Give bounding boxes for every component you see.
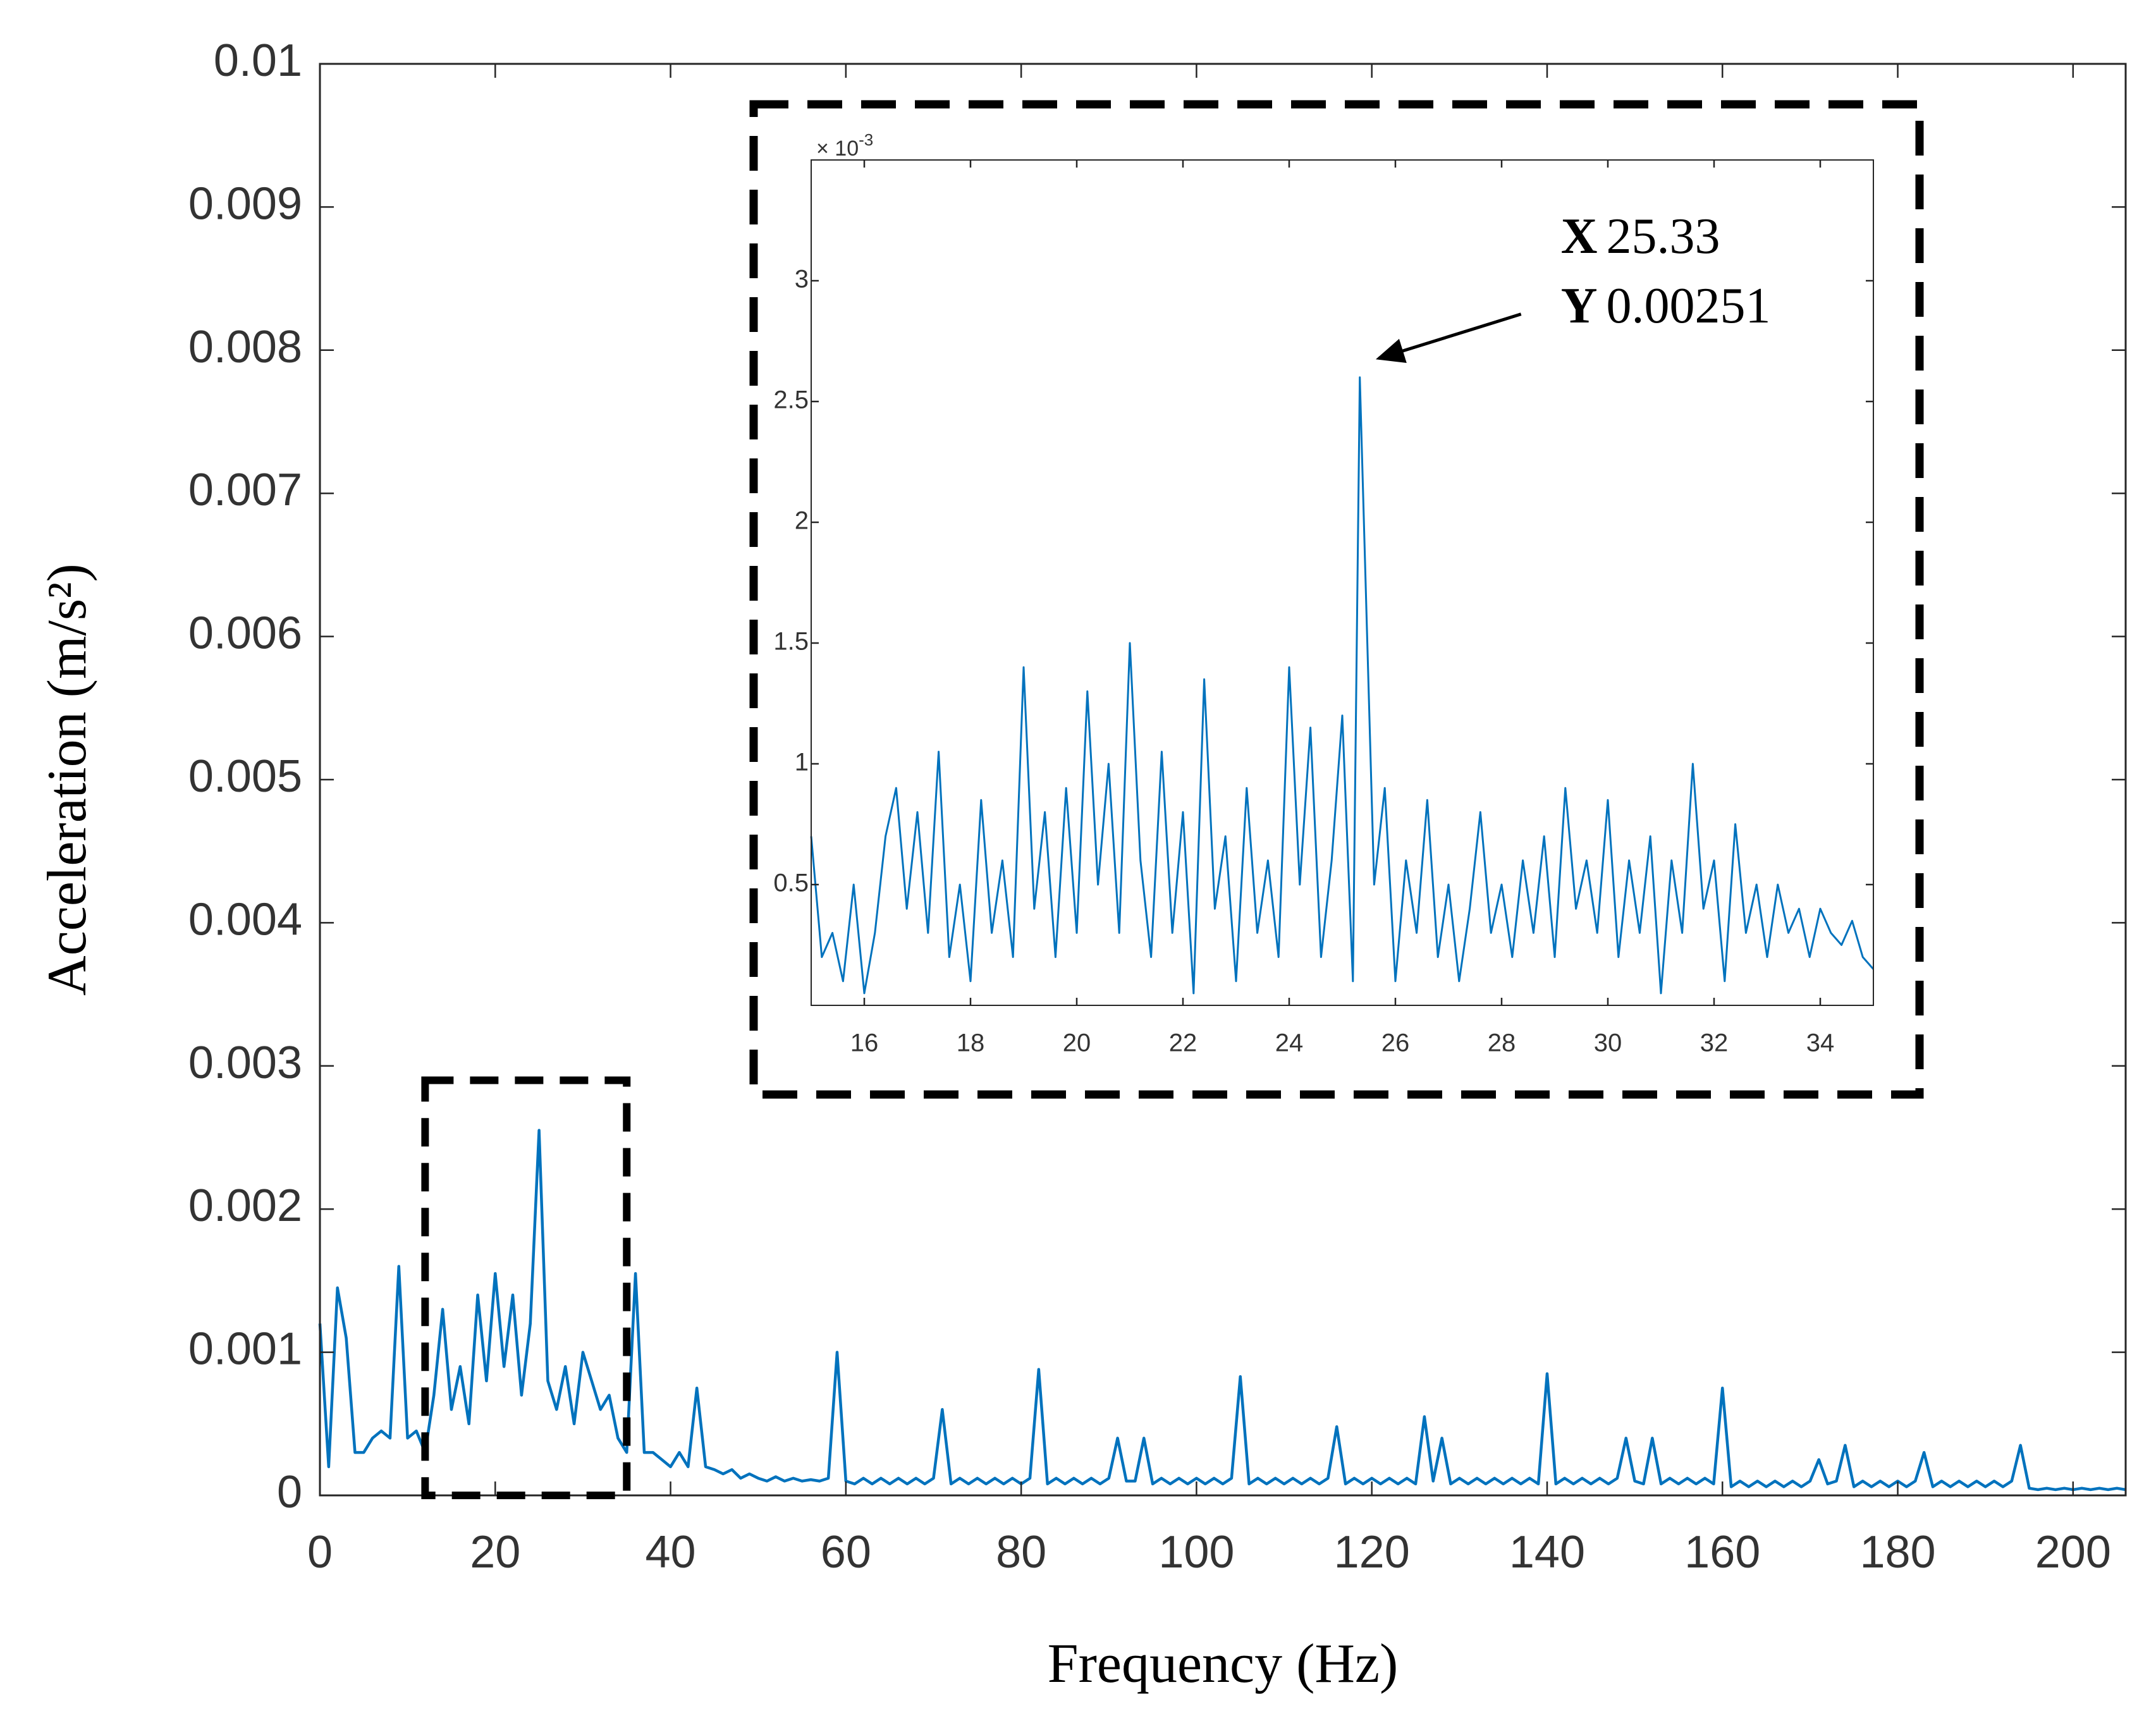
- y-multiplier: × 10-3: [816, 130, 873, 161]
- y-tick-label: 2: [795, 507, 809, 535]
- y-tick-label: 0.001: [188, 1324, 302, 1375]
- spectrum-line: [318, 1129, 2126, 1492]
- x-tick-label: 100: [1158, 1527, 1234, 1578]
- y-tick-label: 0.003: [188, 1038, 302, 1088]
- x-tick-label: 180: [1859, 1527, 1935, 1578]
- annotation-y-label: Y: [1561, 278, 1598, 334]
- y-tick-label: 0.006: [188, 608, 302, 659]
- x-tick-label: 28: [1488, 1029, 1516, 1057]
- y-tick-label: 0.004: [188, 894, 302, 945]
- multiplier-exponent: -3: [859, 130, 873, 149]
- x-tick-label: 80: [996, 1527, 1046, 1578]
- x-tick-label: 0: [307, 1527, 333, 1578]
- x-tick-label: 20: [1063, 1029, 1091, 1057]
- y-tick-label: 0.002: [188, 1181, 302, 1231]
- annotation-arrow: [1375, 312, 1522, 364]
- annotation-y: Y 0.00251: [1561, 278, 1771, 334]
- x-tick-label: 34: [1806, 1029, 1835, 1057]
- x-axis-label: Frequency (Hz): [1048, 1633, 1399, 1695]
- x-tick-label: 120: [1334, 1527, 1410, 1578]
- x-tick-label: 140: [1509, 1527, 1585, 1578]
- y-tick-label: 0.009: [188, 178, 302, 229]
- x-tick-label: 22: [1169, 1029, 1197, 1057]
- y-tick-label: 0.005: [188, 751, 302, 802]
- x-tick-label: 18: [957, 1029, 985, 1057]
- annotation-y-value: 0.00251: [1607, 278, 1771, 334]
- y-tick-label: 0.007: [188, 465, 302, 515]
- y-tick-label: 0.008: [188, 322, 302, 372]
- x-tick-label: 32: [1700, 1029, 1729, 1057]
- plot-area: [811, 160, 1873, 1005]
- spectrum-line: [810, 376, 1875, 995]
- x-tick-label: 200: [2035, 1527, 2111, 1578]
- y-tick-label: 0.01: [214, 35, 302, 86]
- y-tick-label: 2.5: [773, 386, 809, 414]
- y-tick-label: 0: [277, 1467, 302, 1518]
- x-tick-label: 24: [1275, 1029, 1304, 1057]
- y-tick-label: 1: [795, 749, 809, 776]
- annotation-x: X 25.33: [1561, 209, 1720, 264]
- annotation-x-value: 25.33: [1607, 209, 1720, 264]
- x-tick-label: 40: [646, 1527, 696, 1578]
- y-tick-label: 1.5: [773, 628, 809, 656]
- zoom-box: [421, 1076, 631, 1499]
- annotation-x-label: X: [1561, 209, 1598, 264]
- axes-box: [811, 159, 1874, 1006]
- y-tick-label: 3: [795, 266, 809, 293]
- x-tick-label: 160: [1684, 1527, 1760, 1578]
- x-tick-label: 30: [1594, 1029, 1622, 1057]
- y-axis-label: Acceleration (m/s²): [37, 563, 98, 996]
- x-tick-label: 20: [470, 1527, 520, 1578]
- x-tick-label: 60: [821, 1527, 871, 1578]
- x-tick-label: 26: [1381, 1029, 1410, 1057]
- x-tick-label: 16: [850, 1029, 879, 1057]
- y-tick-label: 0.5: [773, 869, 809, 897]
- multiplier-base: × 10: [816, 137, 859, 161]
